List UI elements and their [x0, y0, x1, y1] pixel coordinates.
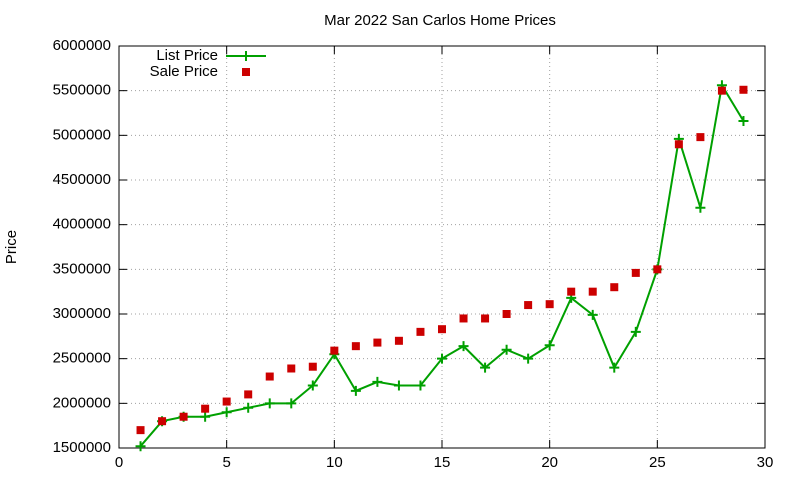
- data-point: [738, 116, 749, 127]
- data-point: [610, 283, 619, 292]
- y-tick-label: 2000000: [53, 394, 111, 411]
- data-point: [372, 376, 383, 387]
- data-point: [373, 338, 382, 347]
- data-point: [135, 441, 146, 452]
- data-point: [136, 426, 145, 435]
- data-point: [587, 309, 598, 320]
- y-tick-label: 6000000: [53, 37, 111, 54]
- x-tick-label: 20: [541, 454, 558, 471]
- y-tick-label: 5500000: [53, 82, 111, 99]
- legend-label: List Price: [156, 47, 218, 64]
- data-point: [481, 314, 490, 323]
- data-point: [739, 85, 748, 94]
- x-tick-label: 10: [326, 454, 343, 471]
- data-point: [630, 326, 641, 337]
- data-point: [653, 265, 662, 274]
- data-point: [265, 372, 274, 381]
- chart-title: Mar 2022 San Carlos Home Prices: [324, 12, 556, 29]
- y-tick-label: 5000000: [53, 126, 111, 143]
- y-axis-label: Price: [3, 230, 20, 264]
- data-point: [438, 325, 446, 334]
- data-point: [221, 407, 232, 418]
- data-point: [393, 380, 404, 391]
- y-tick-label: 3000000: [53, 305, 111, 322]
- data-point: [674, 140, 683, 149]
- data-point: [459, 314, 468, 323]
- data-point: [588, 287, 597, 296]
- data-point: [415, 380, 426, 391]
- data-point: [524, 301, 533, 310]
- data-point: [545, 300, 554, 309]
- series-line: [139, 82, 745, 447]
- y-tick-label: 3500000: [53, 260, 111, 277]
- x-tick-label: 5: [222, 454, 230, 471]
- data-point: [696, 133, 705, 142]
- x-tick-label: 30: [757, 454, 774, 471]
- y-tick-label: 4000000: [53, 216, 111, 233]
- data-point: [480, 362, 491, 373]
- data-point: [286, 398, 297, 409]
- data-point: [222, 397, 231, 406]
- data-point: [244, 390, 253, 399]
- data-point: [308, 362, 317, 371]
- legend-marker: [242, 68, 250, 76]
- data-point: [458, 341, 469, 352]
- legend-marker: [241, 51, 251, 61]
- x-tick-label: 15: [434, 454, 451, 471]
- y-tick-label: 4500000: [53, 171, 111, 188]
- y-tick-label: 1500000: [53, 439, 111, 456]
- y-tick-label: 2500000: [53, 350, 111, 367]
- data-point: [609, 362, 620, 373]
- data-point: [243, 402, 254, 413]
- data-point: [351, 342, 360, 351]
- data-point: [287, 364, 296, 373]
- plot-frame: [118, 45, 766, 449]
- data-point: [201, 404, 210, 413]
- x-tick-label: 0: [115, 454, 123, 471]
- data-point: [695, 202, 706, 213]
- data-point: [717, 86, 726, 95]
- data-point: [567, 287, 576, 296]
- legend-label: Sale Price: [150, 63, 218, 80]
- data-point: [394, 336, 403, 345]
- data-point: [350, 385, 361, 396]
- data-point: [501, 344, 512, 355]
- data-point: [502, 310, 511, 318]
- data-point: [330, 346, 339, 355]
- data-point: [523, 353, 534, 364]
- x-tick-label: 25: [649, 454, 666, 471]
- data-point: [416, 327, 425, 336]
- data-point: [264, 398, 275, 409]
- data-point: [200, 411, 211, 422]
- data-point: [158, 417, 167, 426]
- data-point: [307, 380, 318, 391]
- data-point: [179, 412, 188, 421]
- data-point: [631, 268, 640, 277]
- data-point: [437, 353, 447, 364]
- data-point: [544, 340, 555, 351]
